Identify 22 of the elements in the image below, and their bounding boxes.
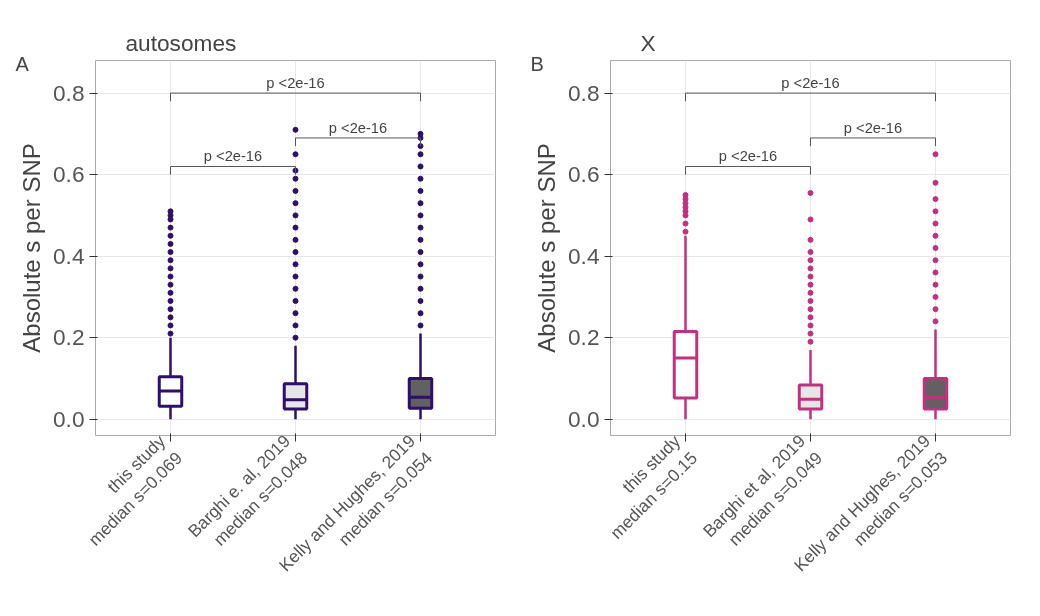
chart-title: autosomes [125,29,237,56]
annotation: p <2e-16 [718,148,778,165]
y-tick-label: 0.2 [568,324,600,351]
y-tick-label: 0.8 [53,79,85,106]
annotation: p <2e-16 [843,119,903,136]
text: A [15,52,30,75]
y-tick-label: 0.6 [568,161,600,188]
y-tick-label: 0.2 [53,324,85,351]
y-tick-label: 0.4 [568,242,600,269]
text: B [530,52,544,75]
y-axis-title: Absolute s per SNP [533,143,560,353]
chart-title: X [640,29,656,56]
y-tick-label: 0.6 [53,161,85,188]
y-tick-label: 0.8 [568,79,600,106]
annotation: p <2e-16 [781,75,840,92]
y-axis-title: Absolute s per SNP [18,143,45,353]
y-tick-label: 0.0 [53,405,85,432]
annotation: p <2e-16 [328,119,388,136]
annotation: p <2e-16 [266,75,325,92]
y-tick-label: 0.0 [568,405,600,432]
y-tick-label: 0.4 [53,242,85,269]
annotation: p <2e-16 [203,148,263,165]
